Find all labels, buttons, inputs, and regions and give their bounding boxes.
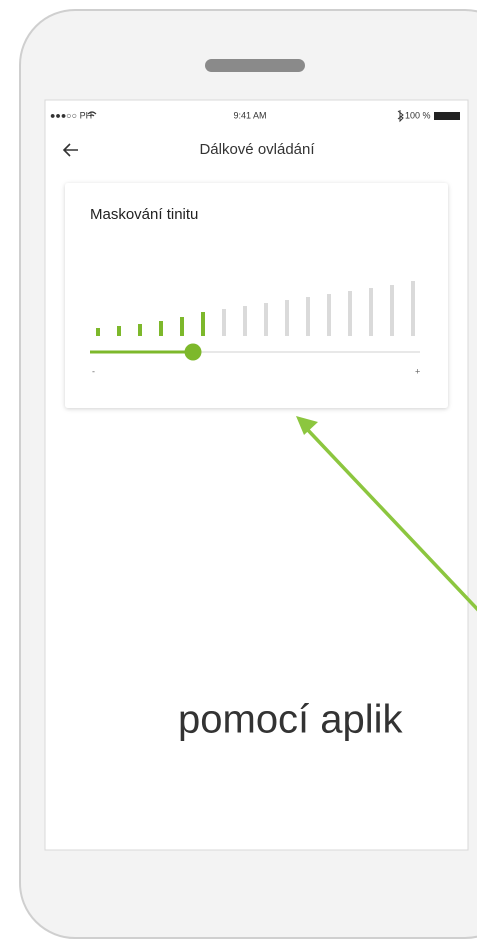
level-bar — [243, 306, 247, 336]
level-bar — [285, 300, 289, 336]
level-bar-active — [96, 328, 100, 336]
level-bar — [369, 288, 373, 336]
back-button[interactable] — [62, 143, 78, 157]
level-bar — [327, 294, 331, 336]
battery-icon — [434, 112, 460, 120]
level-bar-active — [117, 326, 121, 336]
battery-text: 100 % — [405, 110, 431, 120]
card-title: Maskování tinitu — [90, 206, 198, 223]
level-bar — [222, 309, 226, 336]
pointer-arrowhead — [296, 416, 318, 435]
slider-knob[interactable] — [184, 343, 202, 361]
speaker — [205, 59, 305, 72]
level-bar — [390, 285, 394, 336]
level-bar-active — [159, 321, 163, 336]
level-bar-active — [201, 312, 205, 336]
carrier: ●●●○○ PH — [50, 110, 92, 120]
slider-min-label: - — [92, 366, 95, 376]
time: 9:41 AM — [233, 110, 266, 120]
level-bar-active — [138, 324, 142, 336]
pointer-arrow — [304, 426, 477, 612]
level-bars — [96, 281, 415, 336]
caption: pomocí aplik — [178, 698, 404, 742]
bluetooth-icon — [397, 110, 404, 123]
level-bar — [306, 297, 310, 336]
slider-max-label: + — [415, 366, 420, 376]
level-bar — [411, 281, 415, 336]
wifi-icon — [87, 111, 97, 117]
level-bar — [264, 303, 268, 336]
nav-title: Dálkové ovládání — [199, 141, 315, 158]
level-bar — [348, 291, 352, 336]
level-bar-active — [180, 317, 184, 336]
